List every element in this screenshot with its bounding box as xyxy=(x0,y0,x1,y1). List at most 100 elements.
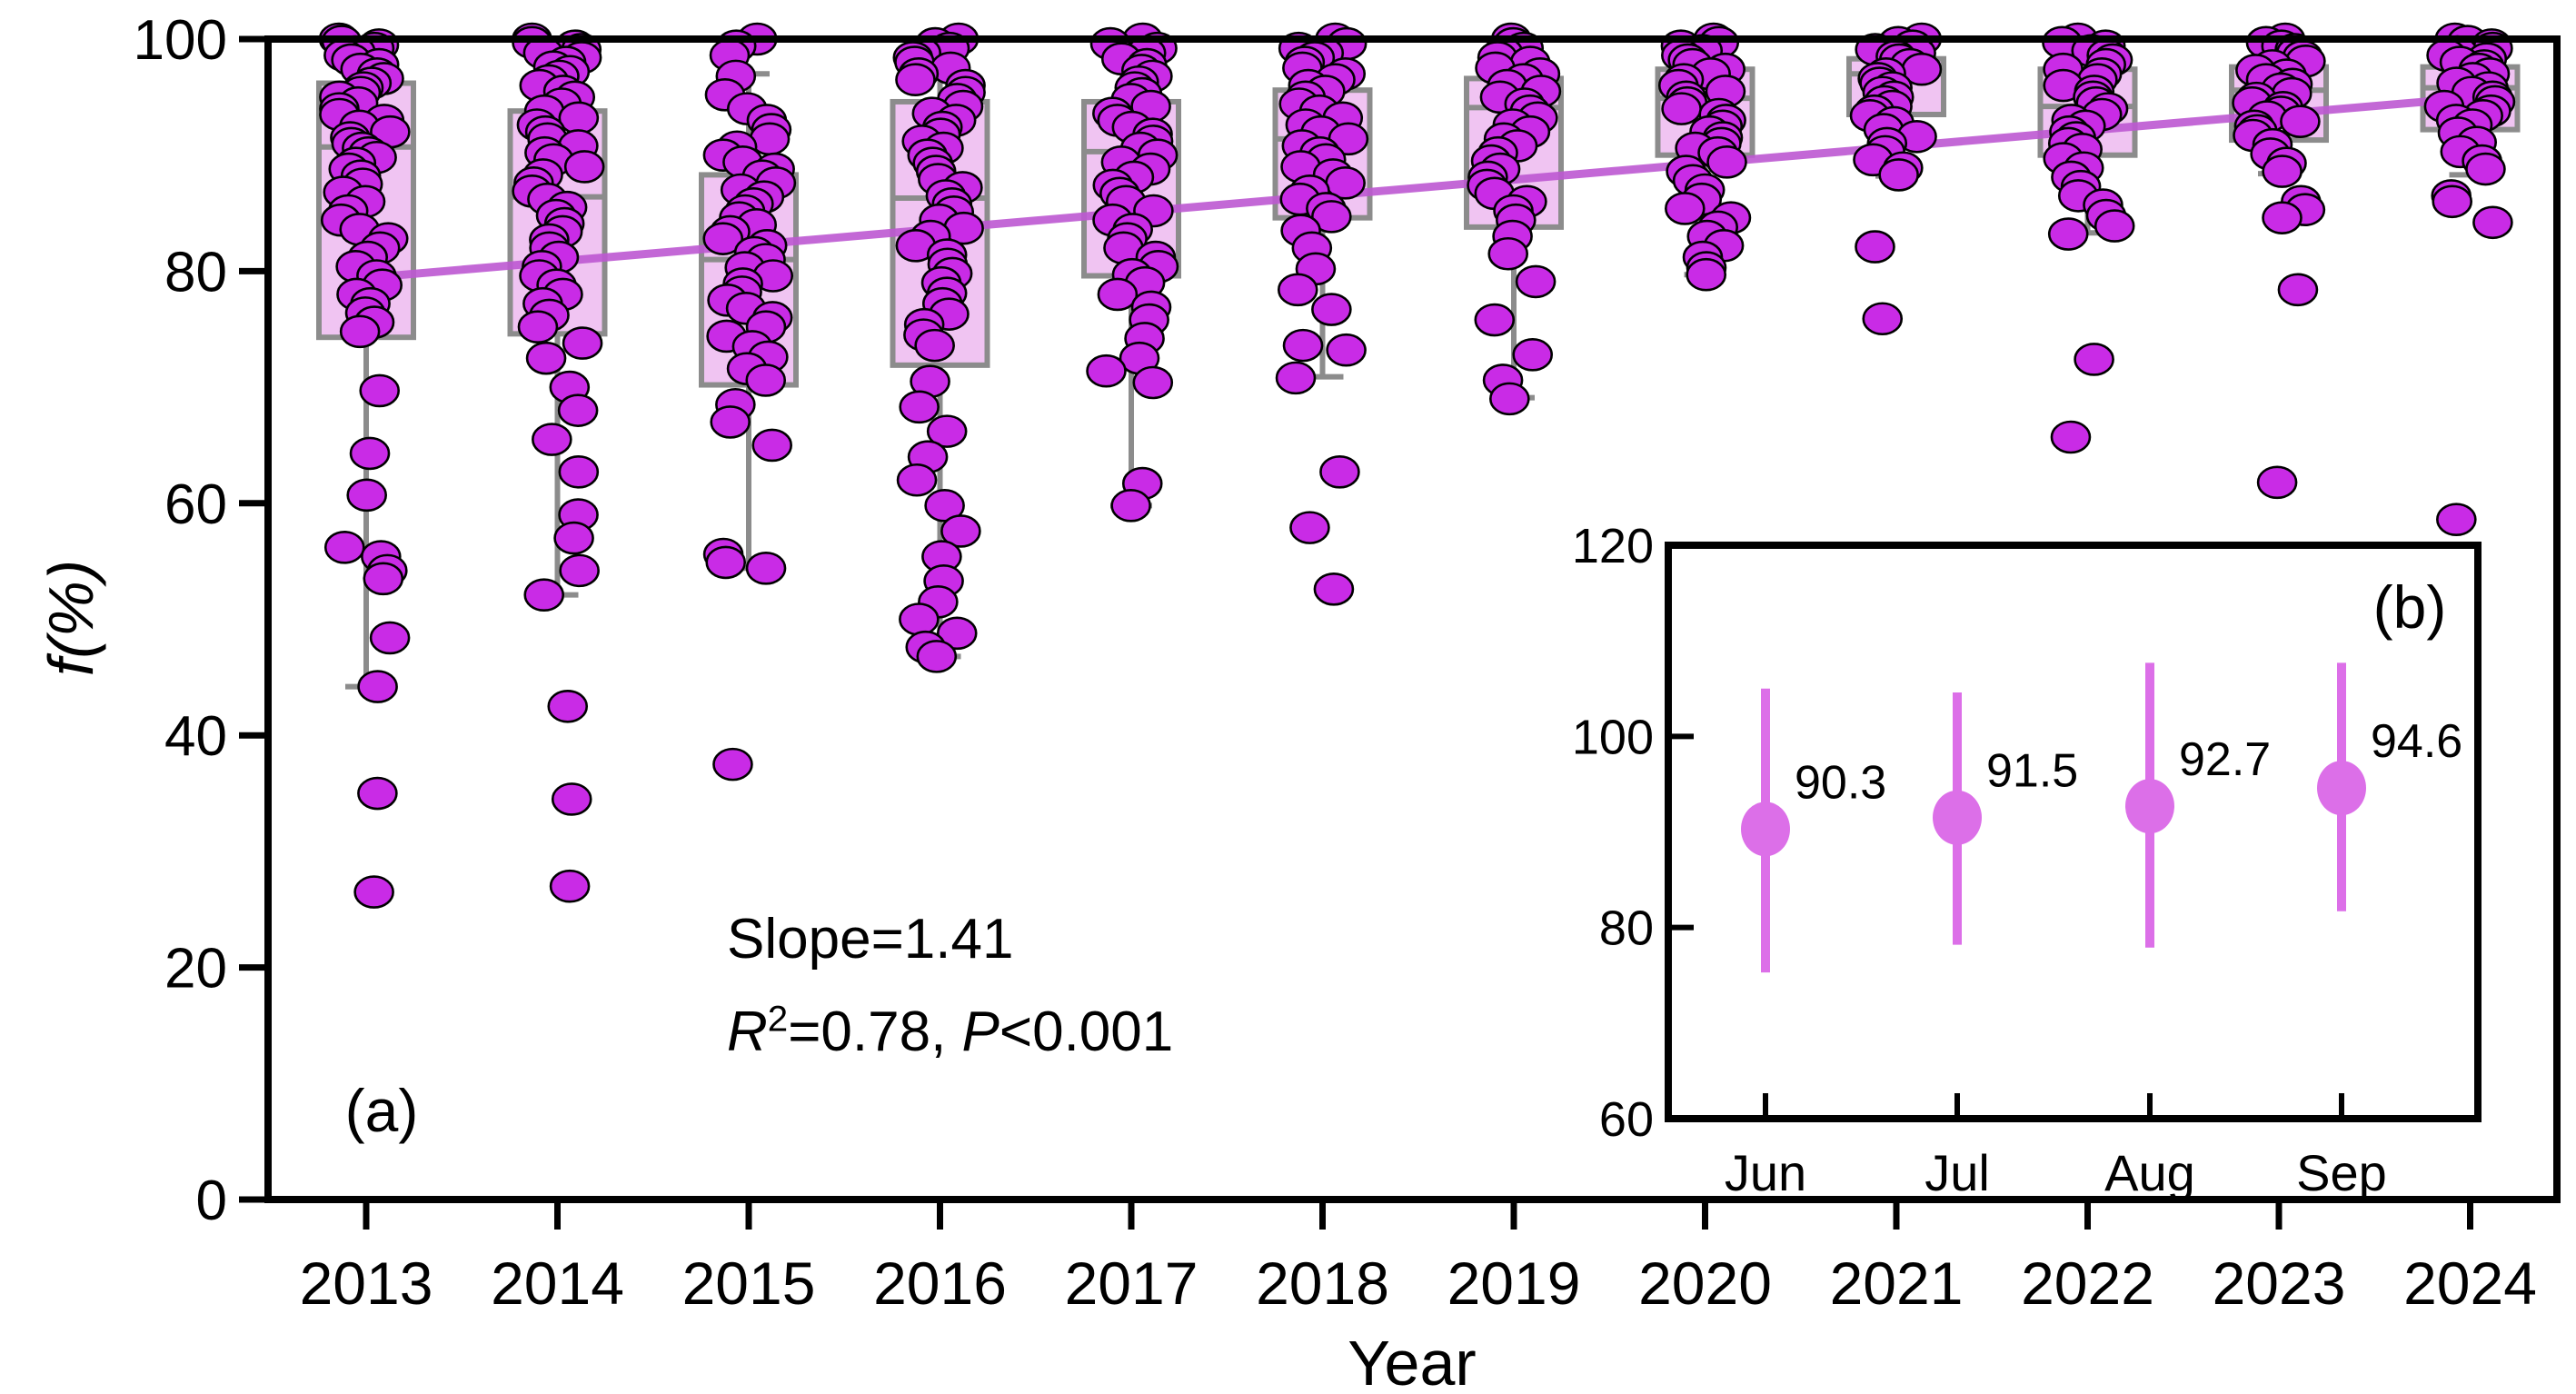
scatter-point xyxy=(1878,158,1919,192)
scatter-point xyxy=(914,328,955,363)
scatter-point xyxy=(363,562,404,596)
inset-mean-marker xyxy=(1933,790,1982,845)
scatter-point xyxy=(359,373,401,408)
scatter-point xyxy=(2050,420,2092,454)
scatter-point xyxy=(712,747,753,782)
x-tick-label: 2024 xyxy=(2403,1250,2537,1317)
scatter-point xyxy=(369,621,411,655)
inset-value-label: 91.5 xyxy=(1986,745,2078,798)
scatter-point xyxy=(1110,489,1151,523)
scatter-point xyxy=(705,545,747,580)
scatter-point xyxy=(357,776,398,811)
scatter-point xyxy=(2094,209,2135,243)
x-tick-label: 2018 xyxy=(1256,1250,1389,1317)
scatter-point xyxy=(1289,511,1330,544)
scatter-point xyxy=(1489,382,1530,416)
scatter-point xyxy=(558,101,600,135)
scatter-point xyxy=(2472,205,2513,240)
x-tick-label: 2023 xyxy=(2213,1250,2346,1317)
inset-value-label: 90.3 xyxy=(1795,756,1886,809)
x-tick-label: 2021 xyxy=(1830,1250,1964,1317)
scatter-point xyxy=(1311,200,1352,234)
inset-x-tick-label: Aug xyxy=(2104,1144,2195,1201)
scatter-point xyxy=(2277,273,2319,307)
inset-y-tick-label: 60 xyxy=(1599,1092,1654,1147)
annotation-r-var: R xyxy=(727,1001,768,1063)
scatter-point xyxy=(525,341,567,375)
inset-x-tick-label: Jun xyxy=(1725,1144,1806,1201)
scatter-point xyxy=(751,428,793,463)
scatter-point xyxy=(1313,572,1355,606)
x-tick-label: 2014 xyxy=(491,1250,624,1317)
panel-b-label: (b) xyxy=(2372,573,2447,641)
scatter-point xyxy=(551,782,592,816)
scatter-point xyxy=(1474,303,1516,337)
scatter-point xyxy=(1487,236,1529,271)
scatter-point xyxy=(1686,257,1727,292)
scatter-point xyxy=(1282,328,1324,363)
y-tick-label: 20 xyxy=(164,938,227,1001)
inset-value-label: 94.6 xyxy=(2371,715,2462,768)
annotation-p-rest: <0.001 xyxy=(999,1001,1174,1063)
x-tick-label: 2020 xyxy=(1638,1250,1772,1317)
scatter-point xyxy=(895,63,936,96)
plot-frame xyxy=(264,35,2561,1203)
y-tick-label: 60 xyxy=(164,473,227,536)
x-axis-title: Year xyxy=(1348,1328,1477,1394)
scatter-point xyxy=(562,326,603,360)
y-axis-title: f(%) xyxy=(35,559,106,677)
scatter-point xyxy=(1319,455,1360,489)
scatter-point xyxy=(896,463,938,497)
scatter-point xyxy=(1855,230,1895,264)
x-tick-label: 2022 xyxy=(2021,1250,2154,1317)
scatter-point xyxy=(532,423,572,456)
x-tick-label: 2019 xyxy=(1447,1250,1581,1317)
scatter-point xyxy=(2280,105,2321,138)
scatter-point xyxy=(323,531,365,564)
annotation-r-sup: 2 xyxy=(767,998,789,1040)
scatter-point xyxy=(1277,273,1318,307)
scatter-point xyxy=(1512,338,1554,372)
scatter-point xyxy=(1311,293,1352,326)
scatter-point xyxy=(940,514,981,548)
scatter-point xyxy=(2436,503,2477,536)
scatter-point xyxy=(710,405,751,439)
panel-a-label: (a) xyxy=(344,1077,419,1144)
scatter-point xyxy=(1097,277,1139,312)
inset-mean-marker xyxy=(2125,779,2174,834)
scatter-point xyxy=(899,390,940,424)
annotation-p-var: P xyxy=(961,1001,1000,1063)
y-tick-label: 100 xyxy=(134,9,227,72)
scatter-point xyxy=(1661,92,1702,125)
scatter-point xyxy=(2047,217,2089,251)
x-tick-label: 2015 xyxy=(682,1250,816,1317)
inset-y-tick-label: 120 xyxy=(1572,519,1654,573)
scatter-point xyxy=(2262,154,2302,188)
annotation-r2-p: R2=0.78, P<0.001 xyxy=(727,1000,1173,1064)
inset-mean-marker xyxy=(2317,761,2366,816)
scatter-point xyxy=(563,150,605,184)
inset-y-tick-label: 100 xyxy=(1572,710,1654,764)
scatter-point xyxy=(1326,333,1367,367)
inset-value-label: 92.7 xyxy=(2179,733,2271,786)
inset-mean-marker xyxy=(1741,802,1790,857)
x-tick-label: 2016 xyxy=(873,1250,1007,1317)
scatter-point xyxy=(2256,465,2298,500)
scatter-point xyxy=(349,436,391,471)
scatter-point xyxy=(1515,264,1557,299)
scatter-point xyxy=(339,314,381,349)
scatter-point xyxy=(936,616,978,651)
scatter-point xyxy=(1275,361,1317,395)
scatter-point xyxy=(916,640,958,673)
scatter-point xyxy=(745,552,787,585)
scatter-point xyxy=(353,875,394,909)
scatter-point xyxy=(517,310,559,344)
scatter-point xyxy=(1665,192,1706,225)
trend-line xyxy=(356,91,2500,284)
scatter-point xyxy=(523,578,565,612)
y-tick-label: 40 xyxy=(164,705,227,768)
inset-x-tick-label: Sep xyxy=(2296,1144,2387,1201)
scatter-point xyxy=(557,393,599,427)
